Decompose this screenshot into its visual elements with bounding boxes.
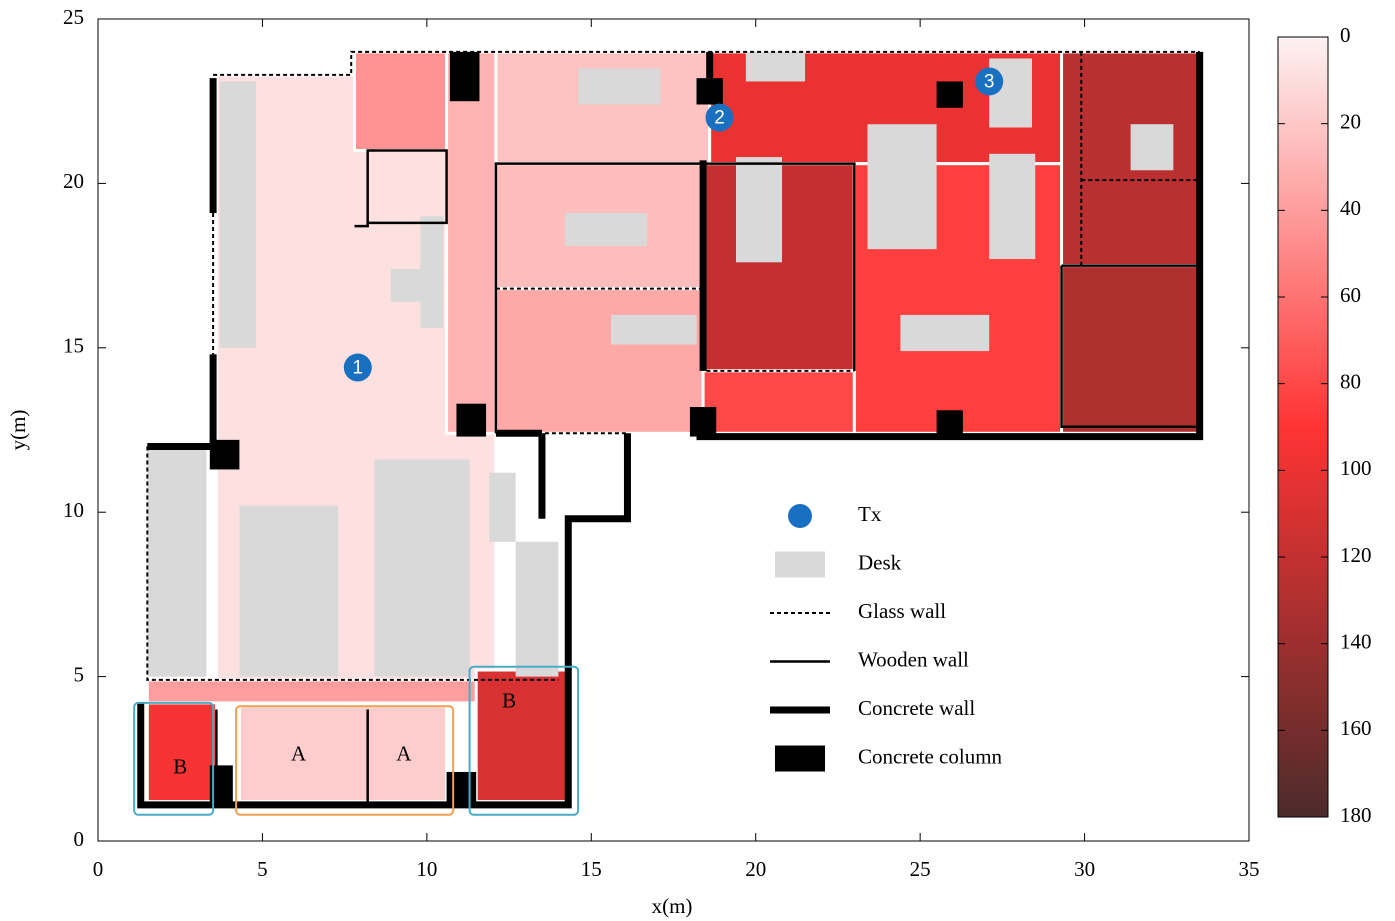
desk (220, 81, 256, 347)
colorbar-tick-label: 40 (1340, 196, 1361, 220)
desk (578, 68, 660, 104)
colorbar-tick-label: 0 (1340, 23, 1351, 47)
desk (239, 506, 338, 677)
desk (900, 315, 989, 351)
legend-symbol (788, 504, 812, 528)
colorbar-tick-label: 80 (1340, 369, 1361, 393)
x-tick-label: 15 (581, 857, 602, 881)
colorbar-tick-label: 140 (1340, 629, 1372, 653)
annotation: B (173, 754, 187, 778)
tx-label: 3 (984, 71, 995, 92)
desk (868, 124, 937, 249)
y-tick-label: 5 (74, 662, 85, 686)
concrete-column (690, 407, 716, 437)
concrete-column (447, 772, 477, 805)
legend-label: Tx (858, 502, 882, 526)
heatmap-region (703, 371, 854, 433)
colorbar-tick-label: 160 (1340, 716, 1372, 740)
desk (516, 542, 559, 677)
colorbar-tick-label: 20 (1340, 109, 1361, 133)
desk (565, 213, 647, 246)
desk (1131, 124, 1174, 170)
desk (147, 446, 206, 676)
heatmap-region (355, 52, 447, 151)
heatmap-region (447, 52, 496, 433)
heatmap-region (239, 706, 446, 801)
concrete-column (456, 404, 486, 437)
desk (746, 52, 805, 82)
concrete-column (937, 81, 963, 107)
annotation: A (396, 741, 412, 765)
x-axis-label: x(m) (652, 894, 693, 918)
colorbar-tick-label: 180 (1340, 803, 1372, 827)
tx-label: 1 (353, 358, 364, 379)
desk (420, 216, 443, 328)
y-tick-label: 0 (74, 827, 85, 851)
heatmap-region (496, 289, 703, 434)
y-tick-label: 15 (63, 334, 84, 358)
concrete-column (697, 78, 723, 104)
desk (489, 473, 515, 542)
x-tick-label: 5 (257, 857, 268, 881)
legend-label: Wooden wall (858, 647, 969, 671)
legend-label: Concrete wall (858, 696, 975, 720)
y-tick-label: 25 (63, 5, 84, 29)
annotation: B (502, 689, 516, 713)
x-tick-label: 35 (1239, 857, 1260, 881)
concrete-column (210, 440, 240, 470)
heatmap-region (147, 703, 216, 802)
concrete-column (450, 52, 480, 101)
x-tick-label: 20 (745, 857, 766, 881)
y-tick-label: 20 (63, 169, 84, 193)
tx-label: 2 (714, 108, 725, 129)
desk (989, 154, 1035, 259)
x-tick-label: 10 (416, 857, 437, 881)
colorbar-tick-label: 100 (1340, 456, 1372, 480)
legend-label: Concrete column (858, 744, 1003, 768)
colorbar-tick-label: 60 (1340, 283, 1361, 307)
legend-label: Glass wall (858, 599, 946, 623)
colorbar (1278, 37, 1328, 817)
y-tick-label: 10 (63, 498, 84, 522)
heatmap-region (476, 670, 568, 802)
legend-symbol (775, 746, 825, 772)
chart: x(m) y(m) AABB12305101520253035051015202… (0, 0, 1395, 921)
y-axis-label: y(m) (6, 410, 30, 451)
x-tick-label: 30 (1074, 857, 1095, 881)
x-tick-label: 25 (910, 857, 931, 881)
colorbar-tick-label: 120 (1340, 543, 1372, 567)
concrete-column (937, 410, 963, 436)
annotation: A (291, 741, 307, 765)
legend-label: Desk (858, 550, 902, 574)
heatmap-region (1062, 266, 1200, 434)
desk (736, 157, 782, 262)
x-tick-label: 0 (93, 857, 104, 881)
desk (611, 315, 697, 345)
desk (374, 460, 469, 677)
legend-symbol (775, 552, 825, 578)
